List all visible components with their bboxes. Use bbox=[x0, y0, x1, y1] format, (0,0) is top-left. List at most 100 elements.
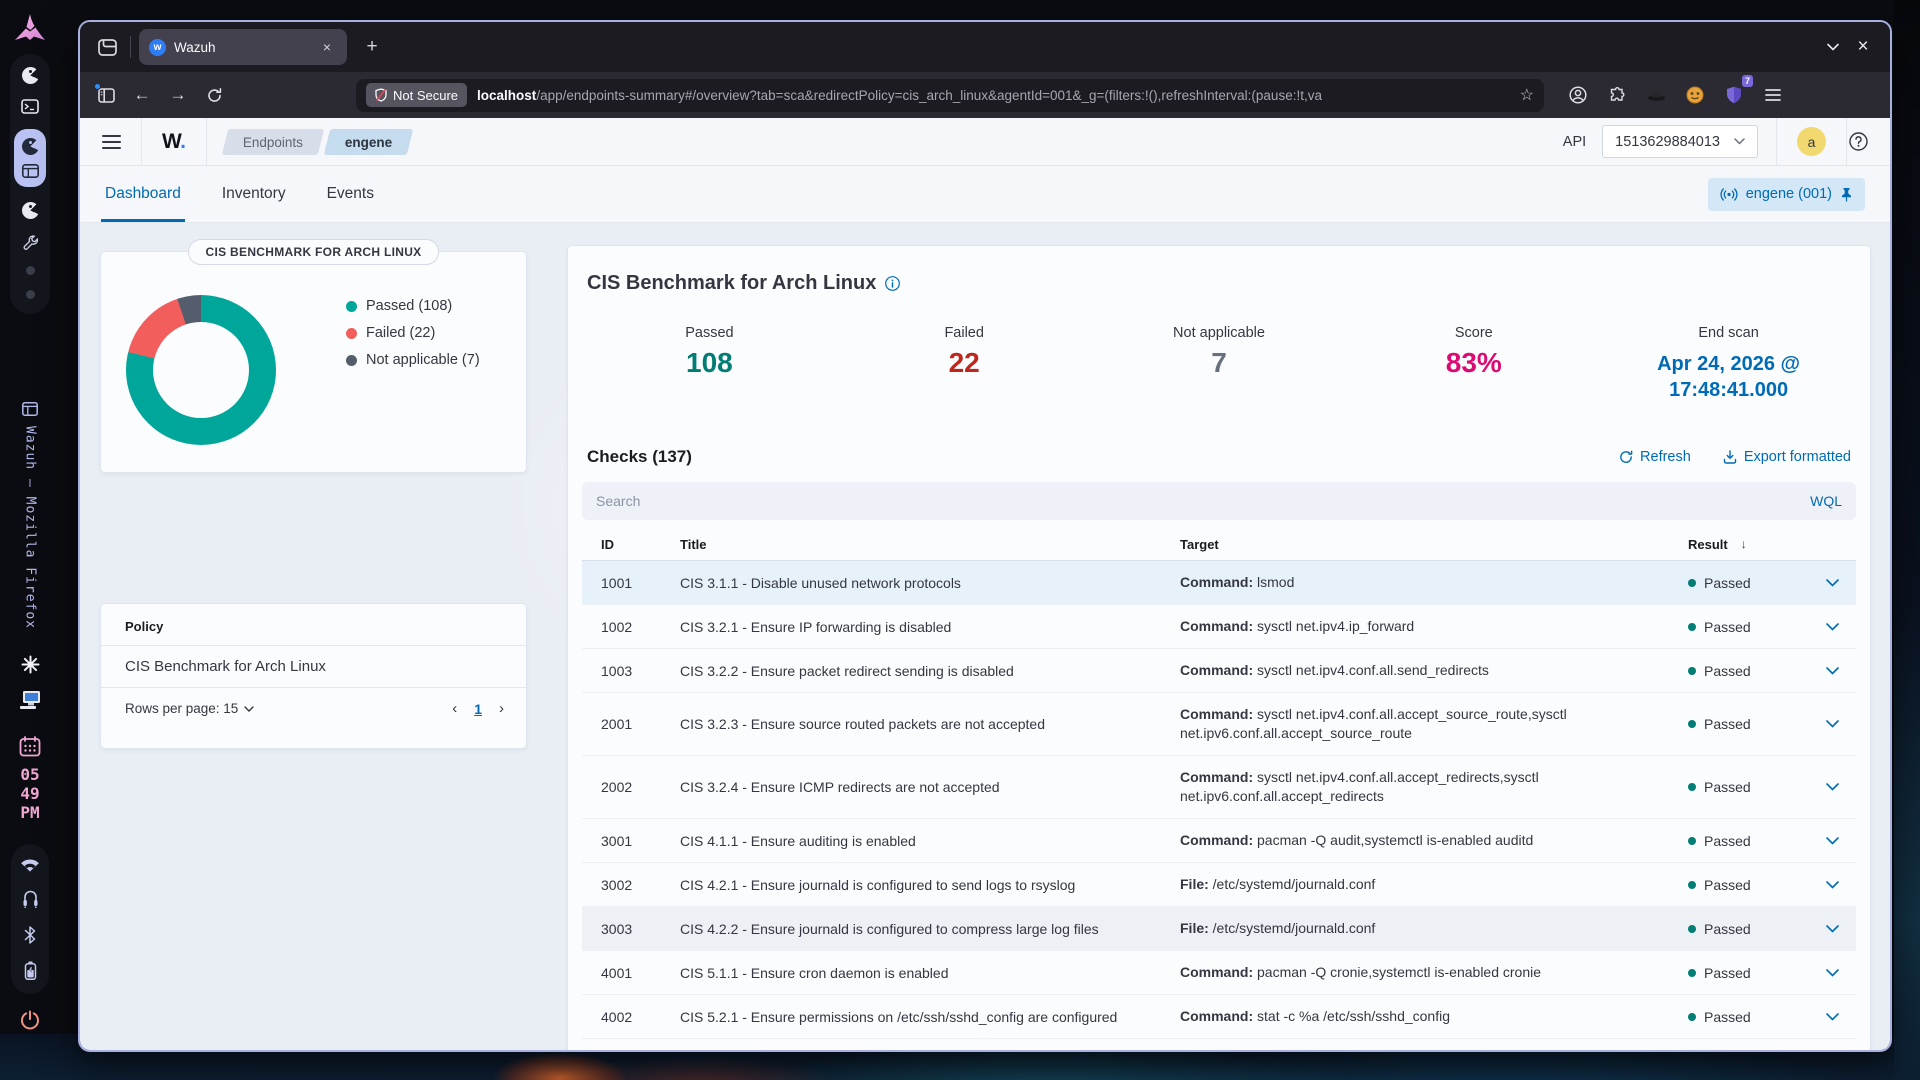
table-row[interactable]: 1002 CIS 3.2.1 - Ensure IP forwarding is… bbox=[582, 605, 1856, 649]
arch-linux-logo-icon bbox=[15, 14, 45, 40]
prev-page-button[interactable]: ‹ bbox=[452, 700, 457, 717]
tab-close-button[interactable]: × bbox=[317, 37, 337, 57]
refresh-button[interactable]: Refresh bbox=[1619, 449, 1691, 465]
expand-chevron-icon[interactable] bbox=[1808, 667, 1856, 675]
shield-extension-icon[interactable]: 7 bbox=[1718, 79, 1750, 111]
forward-button[interactable]: → bbox=[162, 79, 194, 111]
window-close-button[interactable]: × bbox=[1848, 32, 1878, 62]
headset-icon[interactable] bbox=[22, 890, 39, 909]
sidebar-toggle-icon[interactable] bbox=[90, 79, 122, 111]
workspace-window-icon bbox=[22, 164, 39, 178]
legend-dot bbox=[346, 328, 357, 339]
next-page-button[interactable]: › bbox=[499, 700, 504, 717]
chevron-down-icon bbox=[1734, 138, 1745, 145]
rows-per-page-selector[interactable]: Rows per page: 15 bbox=[125, 701, 254, 716]
legend-item-failed[interactable]: Failed (22) bbox=[346, 325, 480, 341]
workspace-empty-dot[interactable] bbox=[26, 266, 35, 275]
starburst-icon[interactable] bbox=[21, 655, 40, 674]
donut-legend: Passed (108) Failed (22) Not applicable … bbox=[346, 298, 480, 368]
expand-chevron-icon[interactable] bbox=[1808, 925, 1856, 933]
browser-tab-wazuh[interactable]: w Wazuh × bbox=[139, 29, 347, 65]
app-menu-hamburger-icon[interactable] bbox=[102, 135, 121, 149]
orange-extension-icon[interactable] bbox=[1679, 79, 1711, 111]
table-row[interactable]: 3003 CIS 4.2.2 - Ensure journald is conf… bbox=[582, 907, 1856, 951]
table-row[interactable]: 4001 CIS 5.1.1 - Ensure cron daemon is e… bbox=[582, 951, 1856, 995]
expand-chevron-icon[interactable] bbox=[1808, 881, 1856, 889]
wazuh-logo[interactable]: W. bbox=[162, 130, 186, 154]
expand-chevron-icon[interactable] bbox=[1808, 783, 1856, 791]
result-badge: Passed bbox=[1688, 663, 1808, 679]
workspace-wrench-icon[interactable] bbox=[22, 234, 39, 251]
help-icon[interactable] bbox=[1849, 132, 1868, 151]
wql-toggle[interactable]: WQL bbox=[1810, 493, 1842, 509]
clock-hours: 05 bbox=[20, 765, 39, 784]
refresh-icon bbox=[1619, 450, 1633, 464]
list-all-tabs-button[interactable] bbox=[1818, 32, 1848, 62]
table-row[interactable]: 1001 CIS 3.1.1 - Disable unused network … bbox=[582, 561, 1856, 605]
checks-search-input[interactable]: Search WQL bbox=[582, 482, 1856, 520]
new-tab-button[interactable]: + bbox=[357, 32, 387, 62]
workspace-pacman-icon[interactable] bbox=[22, 202, 39, 219]
policy-row[interactable]: CIS Benchmark for Arch Linux bbox=[101, 646, 526, 688]
api-selector[interactable]: 1513629884013 bbox=[1602, 125, 1758, 158]
menu-hamburger-icon[interactable] bbox=[1757, 79, 1789, 111]
benchmark-donut-card: CIS BENCHMARK FOR ARCH LINUX Passed (108… bbox=[100, 251, 527, 473]
donut-chart[interactable] bbox=[126, 295, 276, 445]
expand-chevron-icon[interactable] bbox=[1808, 720, 1856, 728]
expand-chevron-icon[interactable] bbox=[1808, 837, 1856, 845]
reload-button[interactable] bbox=[198, 79, 230, 111]
passed-dot-icon bbox=[1688, 667, 1696, 675]
export-formatted-button[interactable]: Export formatted bbox=[1723, 449, 1851, 465]
info-icon[interactable] bbox=[885, 276, 900, 291]
avatar[interactable]: a bbox=[1797, 127, 1826, 156]
table-row[interactable]: 3001 CIS 4.1.1 - Ensure auditing is enab… bbox=[582, 819, 1856, 863]
table-row[interactable]: 3002 CIS 4.2.1 - Ensure journald is conf… bbox=[582, 863, 1856, 907]
breadcrumb-agent[interactable]: engene bbox=[323, 129, 413, 155]
workspace-empty-dot[interactable] bbox=[26, 290, 35, 299]
table-row[interactable]: 2002 CIS 3.2.4 - Ensure ICMP redirects a… bbox=[582, 756, 1856, 819]
bluetooth-icon[interactable] bbox=[24, 926, 36, 944]
breadcrumb-endpoints[interactable]: Endpoints bbox=[221, 129, 324, 155]
expand-chevron-icon[interactable] bbox=[1808, 623, 1856, 631]
tab-title: Wazuh bbox=[174, 40, 309, 55]
computer-monitor-icon[interactable] bbox=[19, 690, 41, 710]
workspace-pacman-icon[interactable] bbox=[22, 67, 39, 84]
col-target[interactable]: Target bbox=[1180, 535, 1688, 554]
url-bar[interactable]: Not Secure localhost/app/endpoints-summa… bbox=[356, 79, 1544, 112]
legend-item-passed[interactable]: Passed (108) bbox=[346, 298, 480, 314]
extensions-puzzle-icon[interactable] bbox=[1601, 79, 1633, 111]
col-title[interactable]: Title bbox=[680, 537, 1180, 552]
col-id[interactable]: ID bbox=[582, 537, 680, 552]
expand-chevron-icon[interactable] bbox=[1808, 969, 1856, 977]
clock-minutes: 49 bbox=[20, 784, 39, 803]
agent-chip[interactable]: engene (001) bbox=[1708, 178, 1865, 211]
stat-passed: Passed 108 bbox=[582, 325, 837, 403]
chevron-down-icon bbox=[244, 706, 254, 712]
battery-charging-icon[interactable] bbox=[24, 961, 37, 980]
wifi-icon[interactable] bbox=[20, 858, 40, 873]
workspace-active[interactable] bbox=[14, 129, 46, 187]
table-row[interactable]: 4002 CIS 5.2.1 - Ensure permissions on /… bbox=[582, 995, 1856, 1039]
bookmark-star-icon[interactable]: ☆ bbox=[1520, 85, 1534, 105]
pin-icon[interactable] bbox=[1840, 187, 1853, 202]
col-result[interactable]: Result↓ bbox=[1688, 537, 1808, 552]
table-row[interactable]: 2001 CIS 3.2.3 - Ensure source routed pa… bbox=[582, 693, 1856, 756]
legend-item-not-applicable[interactable]: Not applicable (7) bbox=[346, 352, 480, 368]
tab-events[interactable]: Events bbox=[327, 166, 374, 222]
firefox-view-icon[interactable] bbox=[90, 30, 124, 64]
calendar-icon[interactable] bbox=[19, 736, 41, 757]
page-1-button[interactable]: 1 bbox=[474, 701, 482, 717]
expand-chevron-icon[interactable] bbox=[1808, 1013, 1856, 1021]
power-icon[interactable] bbox=[20, 1010, 40, 1030]
tab-dashboard[interactable]: Dashboard bbox=[105, 166, 181, 222]
workspace-terminal-icon[interactable] bbox=[21, 99, 39, 114]
browser-navbar: ← → Not Secure localhost/app/endpoints-s… bbox=[80, 72, 1890, 118]
account-icon[interactable] bbox=[1562, 79, 1594, 111]
expand-chevron-icon[interactable] bbox=[1808, 579, 1856, 587]
tab-inventory[interactable]: Inventory bbox=[222, 166, 286, 222]
back-button[interactable]: ← bbox=[126, 79, 158, 111]
table-row[interactable]: 1003 CIS 3.2.2 - Ensure packet redirect … bbox=[582, 649, 1856, 693]
security-badge[interactable]: Not Secure bbox=[366, 83, 467, 107]
wazuh-app: W. Endpoints engene API 1513629884013 a bbox=[80, 118, 1890, 1052]
hat-extension-icon[interactable] bbox=[1640, 79, 1672, 111]
